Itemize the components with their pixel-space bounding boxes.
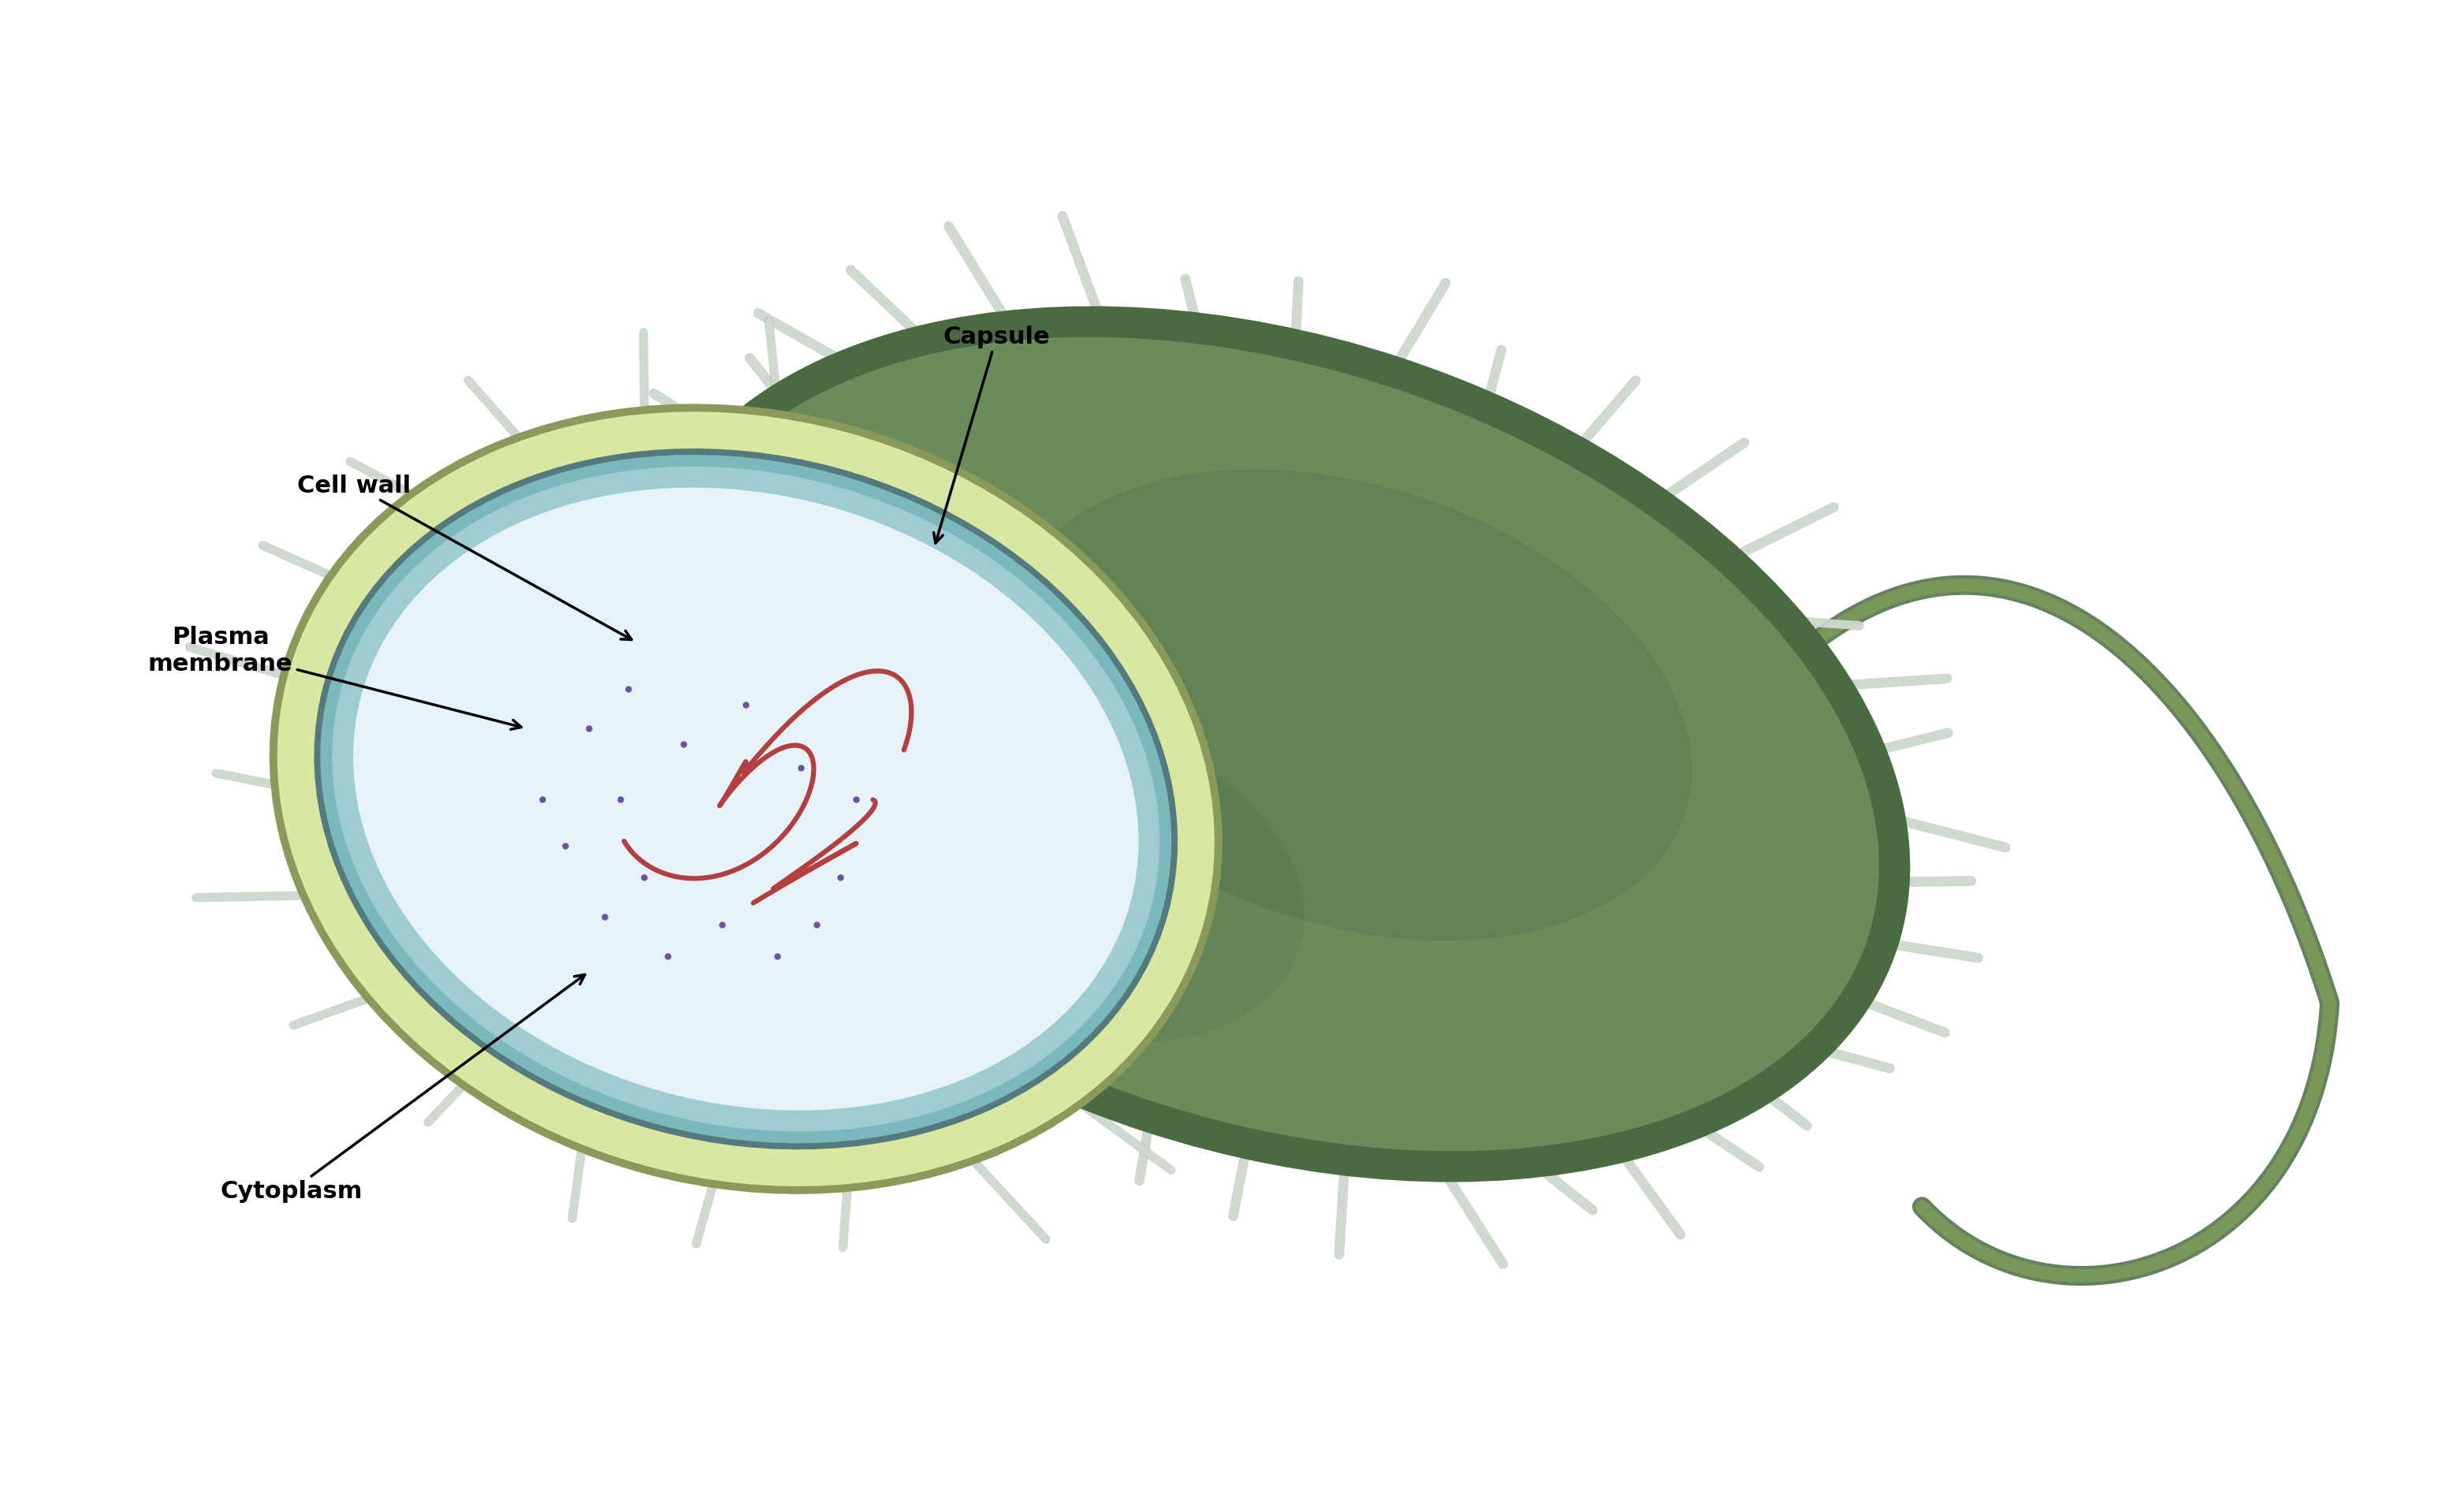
Ellipse shape: [313, 450, 1178, 1150]
Text: Plasma
membrane: Plasma membrane: [148, 625, 522, 730]
Text: Cytoplasm: Cytoplasm: [219, 975, 584, 1203]
Ellipse shape: [663, 338, 1880, 1151]
Ellipse shape: [278, 412, 1215, 1187]
Ellipse shape: [320, 456, 1170, 1144]
Text: Cell wall: Cell wall: [298, 475, 631, 640]
Ellipse shape: [333, 468, 1161, 1132]
Ellipse shape: [1008, 471, 1693, 941]
Ellipse shape: [352, 488, 1138, 1111]
Ellipse shape: [269, 405, 1222, 1194]
Text: Capsule: Capsule: [934, 326, 1050, 543]
Ellipse shape: [845, 712, 1303, 1044]
Ellipse shape: [633, 307, 1910, 1182]
